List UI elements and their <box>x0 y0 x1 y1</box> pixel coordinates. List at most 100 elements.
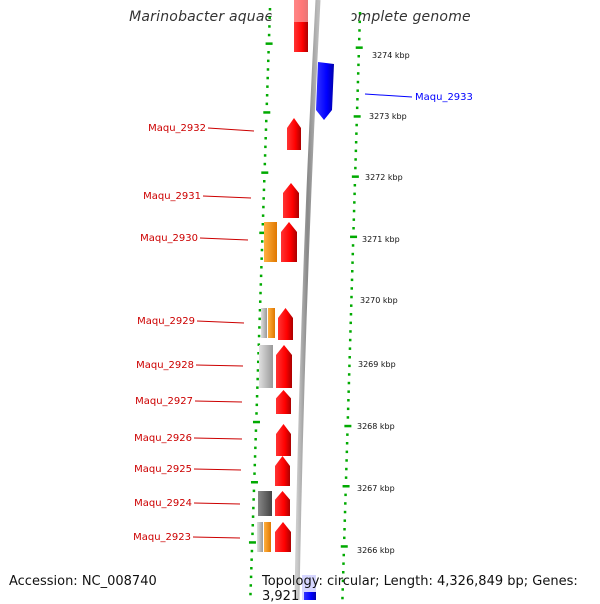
right-tick <box>340 545 348 548</box>
right-tick <box>349 313 353 316</box>
right-tick <box>346 407 350 411</box>
right-tick <box>342 485 350 488</box>
left-tick-ring <box>248 8 273 596</box>
ruler-label: 3266 kbp <box>357 546 395 555</box>
right-tick <box>358 12 362 15</box>
right-tick <box>358 20 362 24</box>
right-tick-ring <box>340 12 363 600</box>
left-tick <box>251 532 254 536</box>
cog-box <box>257 522 263 552</box>
left-tick <box>267 51 270 54</box>
left-tick <box>252 506 255 510</box>
right-tick <box>348 356 351 359</box>
left-tick <box>249 592 252 596</box>
left-tick <box>268 16 271 20</box>
left-tick <box>268 8 272 11</box>
left-tick <box>263 154 267 157</box>
left-tick <box>250 558 253 561</box>
label-leader-lines <box>192 93 413 539</box>
gene-label: Maqu_2926 <box>134 433 192 444</box>
ruler-label: 3271 kbp <box>362 235 400 244</box>
right-tick <box>351 270 354 273</box>
left-tick <box>260 240 264 243</box>
right-tick <box>353 115 361 118</box>
ruler-label: 3274 kbp <box>372 51 410 60</box>
gene-label: Maqu_2927 <box>135 396 193 407</box>
right-tick <box>348 338 352 342</box>
right-tick <box>351 261 354 264</box>
gene-arrow <box>278 308 293 340</box>
leader-line <box>193 502 241 505</box>
left-tick <box>249 575 253 579</box>
gene-features <box>257 0 334 600</box>
left-tick <box>263 111 271 114</box>
right-tick <box>344 493 347 497</box>
right-tick <box>355 106 359 110</box>
left-tick <box>257 343 261 346</box>
right-tick <box>341 579 345 583</box>
cog-box <box>264 222 277 262</box>
right-tick <box>345 467 348 471</box>
left-tick <box>256 360 260 364</box>
left-tick <box>256 369 260 372</box>
right-tick <box>350 235 358 239</box>
left-tick <box>267 33 271 37</box>
left-tick <box>262 197 265 200</box>
cog-box <box>264 522 271 552</box>
accession-text: Accession: NC_008740 <box>9 574 157 589</box>
gene-label: Maqu_2932 <box>148 123 206 134</box>
gene-label: Maqu_2923 <box>133 532 191 543</box>
cog-box <box>259 345 273 388</box>
left-tick <box>259 274 263 278</box>
left-tick <box>252 489 256 493</box>
gene-arrow <box>287 118 301 150</box>
gene-arrow <box>276 390 291 414</box>
left-tick <box>252 420 260 424</box>
ruler-label: 3272 kbp <box>365 173 403 182</box>
left-tick <box>259 283 263 286</box>
right-tick <box>350 287 354 290</box>
gene-arrow <box>281 222 297 262</box>
right-tick <box>348 347 352 350</box>
left-tick <box>261 223 265 226</box>
left-tick <box>260 248 264 252</box>
left-tick <box>255 412 258 415</box>
cog-box <box>261 308 267 338</box>
right-tick <box>343 510 347 514</box>
left-tick <box>264 128 268 131</box>
right-tick <box>345 459 348 462</box>
left-tick <box>254 429 258 432</box>
left-tick <box>256 386 259 389</box>
left-tick <box>260 257 263 260</box>
left-tick <box>251 515 255 518</box>
left-tick <box>250 549 254 553</box>
leader-line <box>192 536 241 539</box>
left-tick <box>258 317 261 321</box>
gene-arrow-reverse <box>316 62 334 120</box>
leader-line <box>194 400 243 403</box>
left-tick <box>261 171 269 174</box>
leader-line <box>202 195 252 199</box>
left-tick <box>266 68 270 71</box>
right-tick <box>352 218 356 221</box>
ruler-label: 3270 kbp <box>360 296 398 305</box>
right-tick <box>354 149 358 153</box>
left-tick <box>253 472 256 475</box>
ruler-label: 3273 kbp <box>369 112 407 121</box>
left-tick <box>260 266 263 269</box>
left-tick <box>255 403 259 407</box>
right-tick <box>343 519 347 522</box>
left-tick <box>253 455 257 458</box>
ruler-labels: 3274 kbp 3273 kbp 3272 kbp 3271 kbp 3270 kbp… <box>357 51 410 555</box>
gene-arrow <box>276 424 291 456</box>
left-tick <box>265 42 273 45</box>
left-tick <box>263 180 266 183</box>
left-tick <box>262 188 266 192</box>
left-tick <box>254 438 257 441</box>
gene-arrow-reverse <box>304 592 316 600</box>
left-tick <box>262 205 265 209</box>
right-tick <box>345 450 349 454</box>
gene-label: Maqu_2930 <box>140 233 198 244</box>
right-tick <box>357 63 360 67</box>
